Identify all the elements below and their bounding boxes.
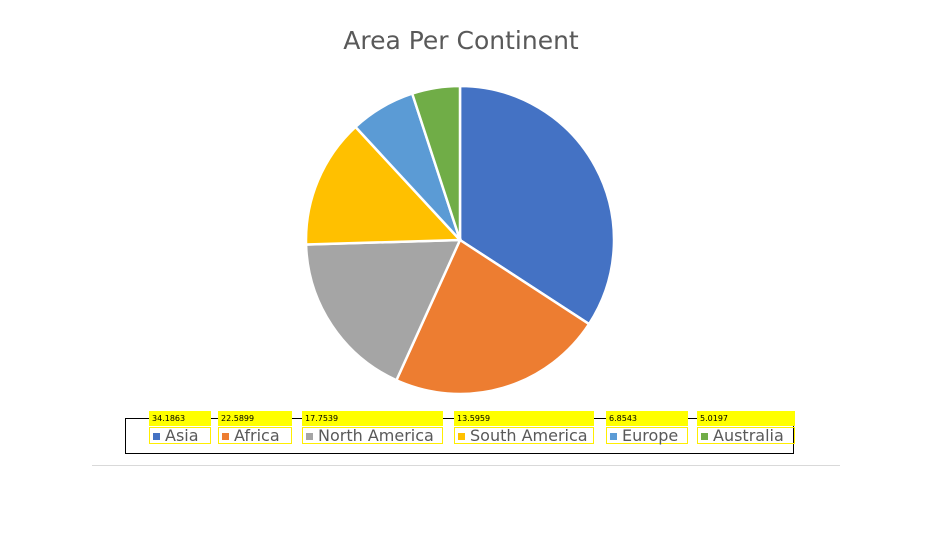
legend-swatch-south-america — [458, 433, 465, 440]
legend-text-south-america: South America — [470, 426, 588, 445]
data-label-europe: 6.8543 — [606, 411, 688, 426]
data-label-south-america: 13.5959 — [454, 411, 594, 426]
legend-swatch-australia — [701, 433, 708, 440]
legend-text-africa: Africa — [234, 426, 280, 445]
pie-slice-north-america — [304, 238, 462, 382]
legend-label-north-america: North America — [302, 427, 443, 444]
legend-label-africa: Africa — [218, 427, 292, 444]
legend-swatch-europe — [610, 433, 617, 440]
data-label-africa: 22.5899 — [218, 411, 292, 426]
legend-label-asia: Asia — [149, 427, 211, 444]
legend-text-australia: Australia — [713, 426, 784, 445]
legend-swatch-africa — [222, 433, 229, 440]
legend-label-south-america: South America — [454, 427, 594, 444]
pie-slice-australia — [410, 84, 462, 241]
legend-label-australia: Australia — [697, 427, 795, 444]
pie-slice-south-america — [304, 125, 463, 246]
data-label-north-america: 17.7539 — [302, 411, 443, 426]
data-label-australia: 5.0197 — [697, 411, 795, 426]
legend-text-europe: Europe — [622, 426, 679, 445]
legend-text-north-america: North America — [318, 426, 434, 445]
data-label-asia: 34.1863 — [149, 411, 211, 426]
legend-swatch-asia — [153, 433, 160, 440]
legend-text-asia: Asia — [165, 426, 199, 445]
chart-title: Area Per Continent — [343, 26, 579, 55]
divider-line — [92, 465, 840, 466]
legend-label-europe: Europe — [606, 427, 688, 444]
legend-swatch-north-america — [306, 433, 313, 440]
pie-slice-africa — [394, 238, 591, 396]
